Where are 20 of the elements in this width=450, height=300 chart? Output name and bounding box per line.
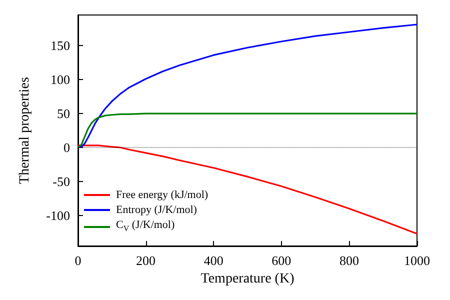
line-series bbox=[77, 144, 418, 235]
x-tick-label: 1000 bbox=[404, 253, 430, 268]
legend-label: Free energy (kJ/mol) bbox=[116, 188, 208, 203]
y-tick-label: -50 bbox=[52, 174, 70, 189]
x-tick-label: 400 bbox=[204, 253, 224, 268]
x-axis-title: Temperature (K) bbox=[200, 271, 295, 286]
x-tick-label: 200 bbox=[136, 253, 156, 268]
y-tick-label: 150 bbox=[50, 38, 70, 54]
x-tick-label: 600 bbox=[272, 253, 292, 268]
y-axis-title: Thermal properties bbox=[18, 77, 32, 184]
legend-label: Entropy (J/K/mol) bbox=[116, 202, 197, 218]
y-tick-label: -100 bbox=[46, 208, 70, 223]
x-tick-label: 0 bbox=[74, 253, 82, 268]
line-series bbox=[77, 24, 418, 148]
legend-label: C$_{V}$ (J/K/mol) bbox=[116, 218, 175, 235]
line-series bbox=[77, 112, 418, 148]
y-tick-label: 0 bbox=[64, 140, 70, 155]
x-tick-label: 800 bbox=[339, 253, 359, 268]
y-tick-label: 50 bbox=[57, 106, 70, 122]
y-tick-label: 100 bbox=[50, 72, 70, 88]
